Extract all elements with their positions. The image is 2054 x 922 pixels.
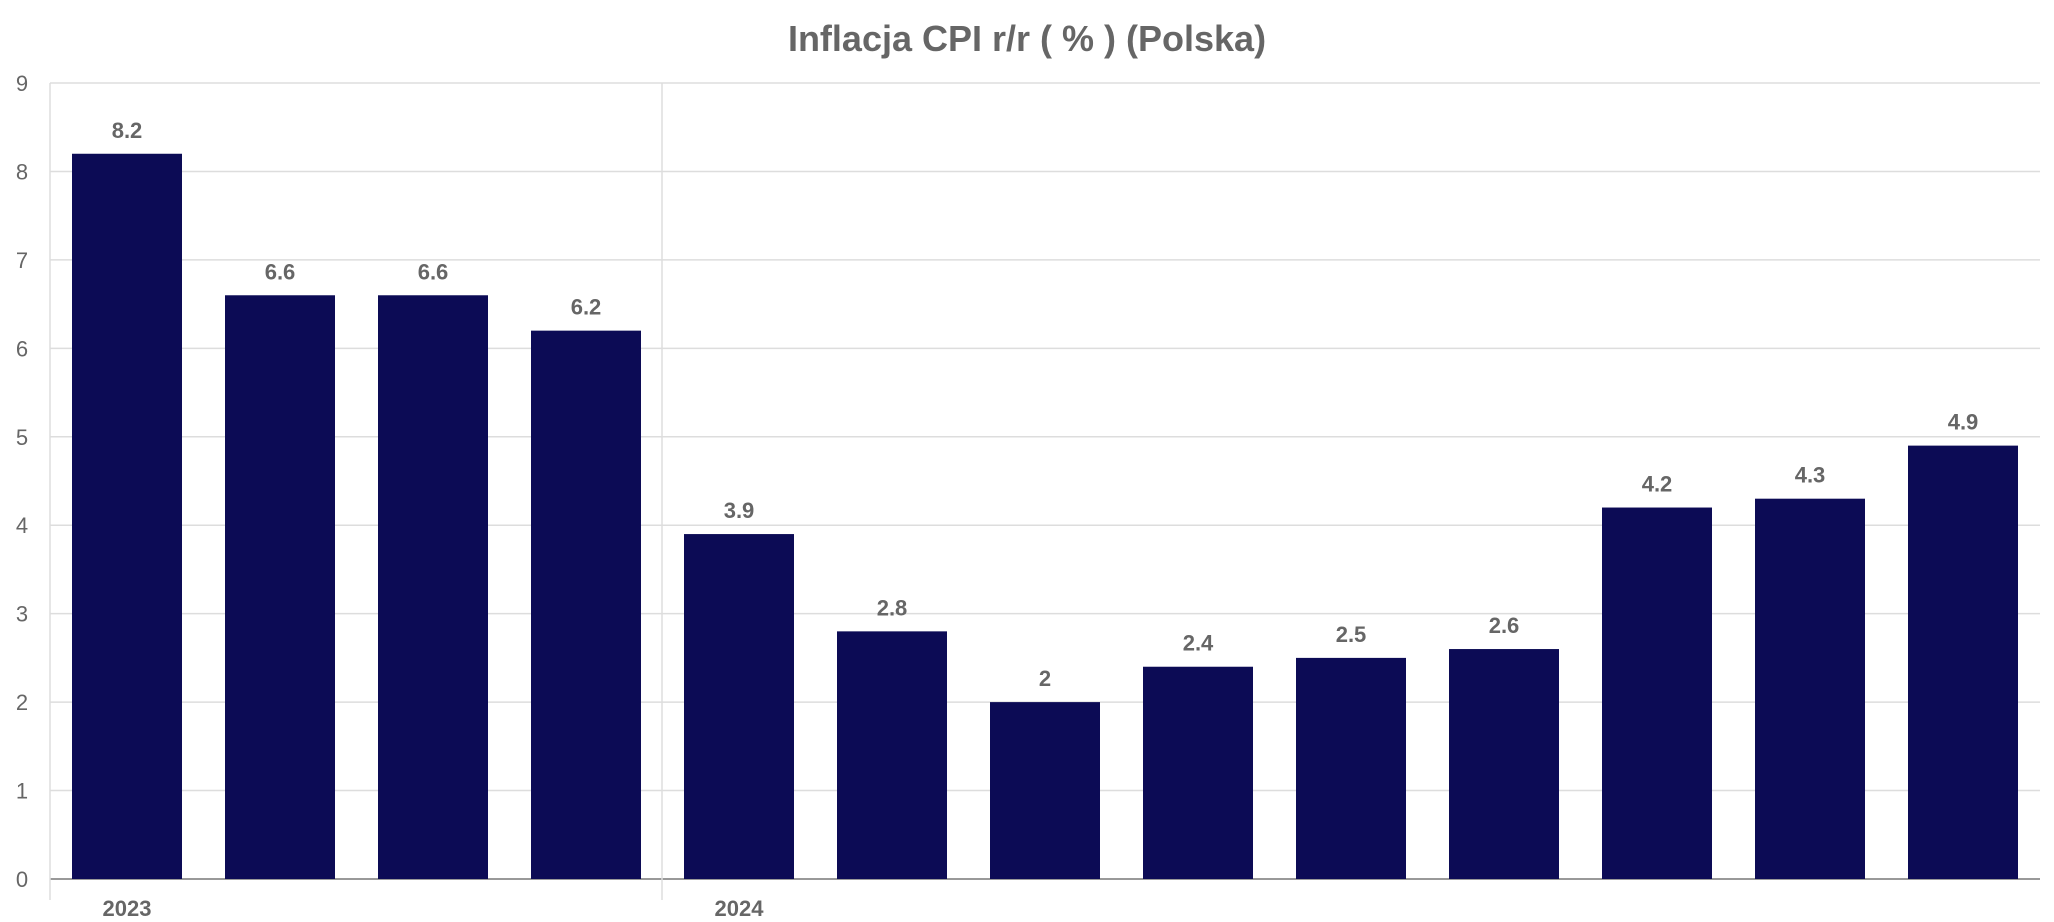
bar: [1602, 507, 1712, 879]
data-label: 3.9: [724, 498, 755, 523]
bar: [1449, 649, 1559, 879]
y-tick-label: 6: [16, 336, 28, 361]
axes: 0 1 2 3 4 5 6 7 8 9 2023 2024: [16, 71, 764, 921]
data-label: 8.2: [112, 118, 143, 143]
data-labels: 8.2 6.6 6.6 6.2 3.9 2.8 2 2.4 2.5 2.6 4.2 4.3 4.9: [112, 118, 1979, 691]
x-year-label: 2024: [715, 896, 765, 921]
data-label: 2.5: [1336, 622, 1367, 647]
bar: [531, 330, 641, 880]
y-tick-label: 4: [16, 513, 28, 538]
bar: [378, 295, 488, 879]
y-tick-label: 3: [16, 602, 28, 627]
bar: [1143, 666, 1253, 879]
bar: [837, 631, 947, 879]
bar: [1296, 657, 1406, 879]
chart-title: Inflacja CPI r/r ( % ) (Polska): [787, 18, 1267, 59]
bars: [72, 153, 2018, 880]
data-label: 4.2: [1642, 472, 1673, 497]
data-label: 2: [1039, 666, 1051, 691]
y-tick-label: 5: [16, 425, 28, 450]
data-label: 2.8: [877, 595, 908, 620]
y-tick-label: 0: [16, 867, 28, 892]
x-year-label: 2023: [103, 896, 152, 921]
data-label: 2.6: [1489, 613, 1520, 638]
bar: [72, 153, 182, 879]
bar: [1755, 498, 1865, 879]
bar: [990, 702, 1100, 879]
data-label: 2.4: [1183, 631, 1214, 656]
data-label: 6.6: [418, 259, 449, 284]
bar: [684, 534, 794, 879]
data-label: 4.9: [1948, 410, 1979, 435]
y-tick-label: 9: [16, 71, 28, 96]
y-tick-label: 8: [16, 159, 28, 184]
data-label: 6.6: [265, 259, 296, 284]
y-tick-label: 1: [16, 779, 28, 804]
bar: [225, 295, 335, 879]
data-label: 6.2: [571, 295, 602, 320]
bar: [1908, 445, 2018, 879]
y-tick-label: 2: [16, 690, 28, 715]
y-tick-label: 7: [16, 248, 28, 273]
data-label: 4.3: [1795, 463, 1826, 488]
